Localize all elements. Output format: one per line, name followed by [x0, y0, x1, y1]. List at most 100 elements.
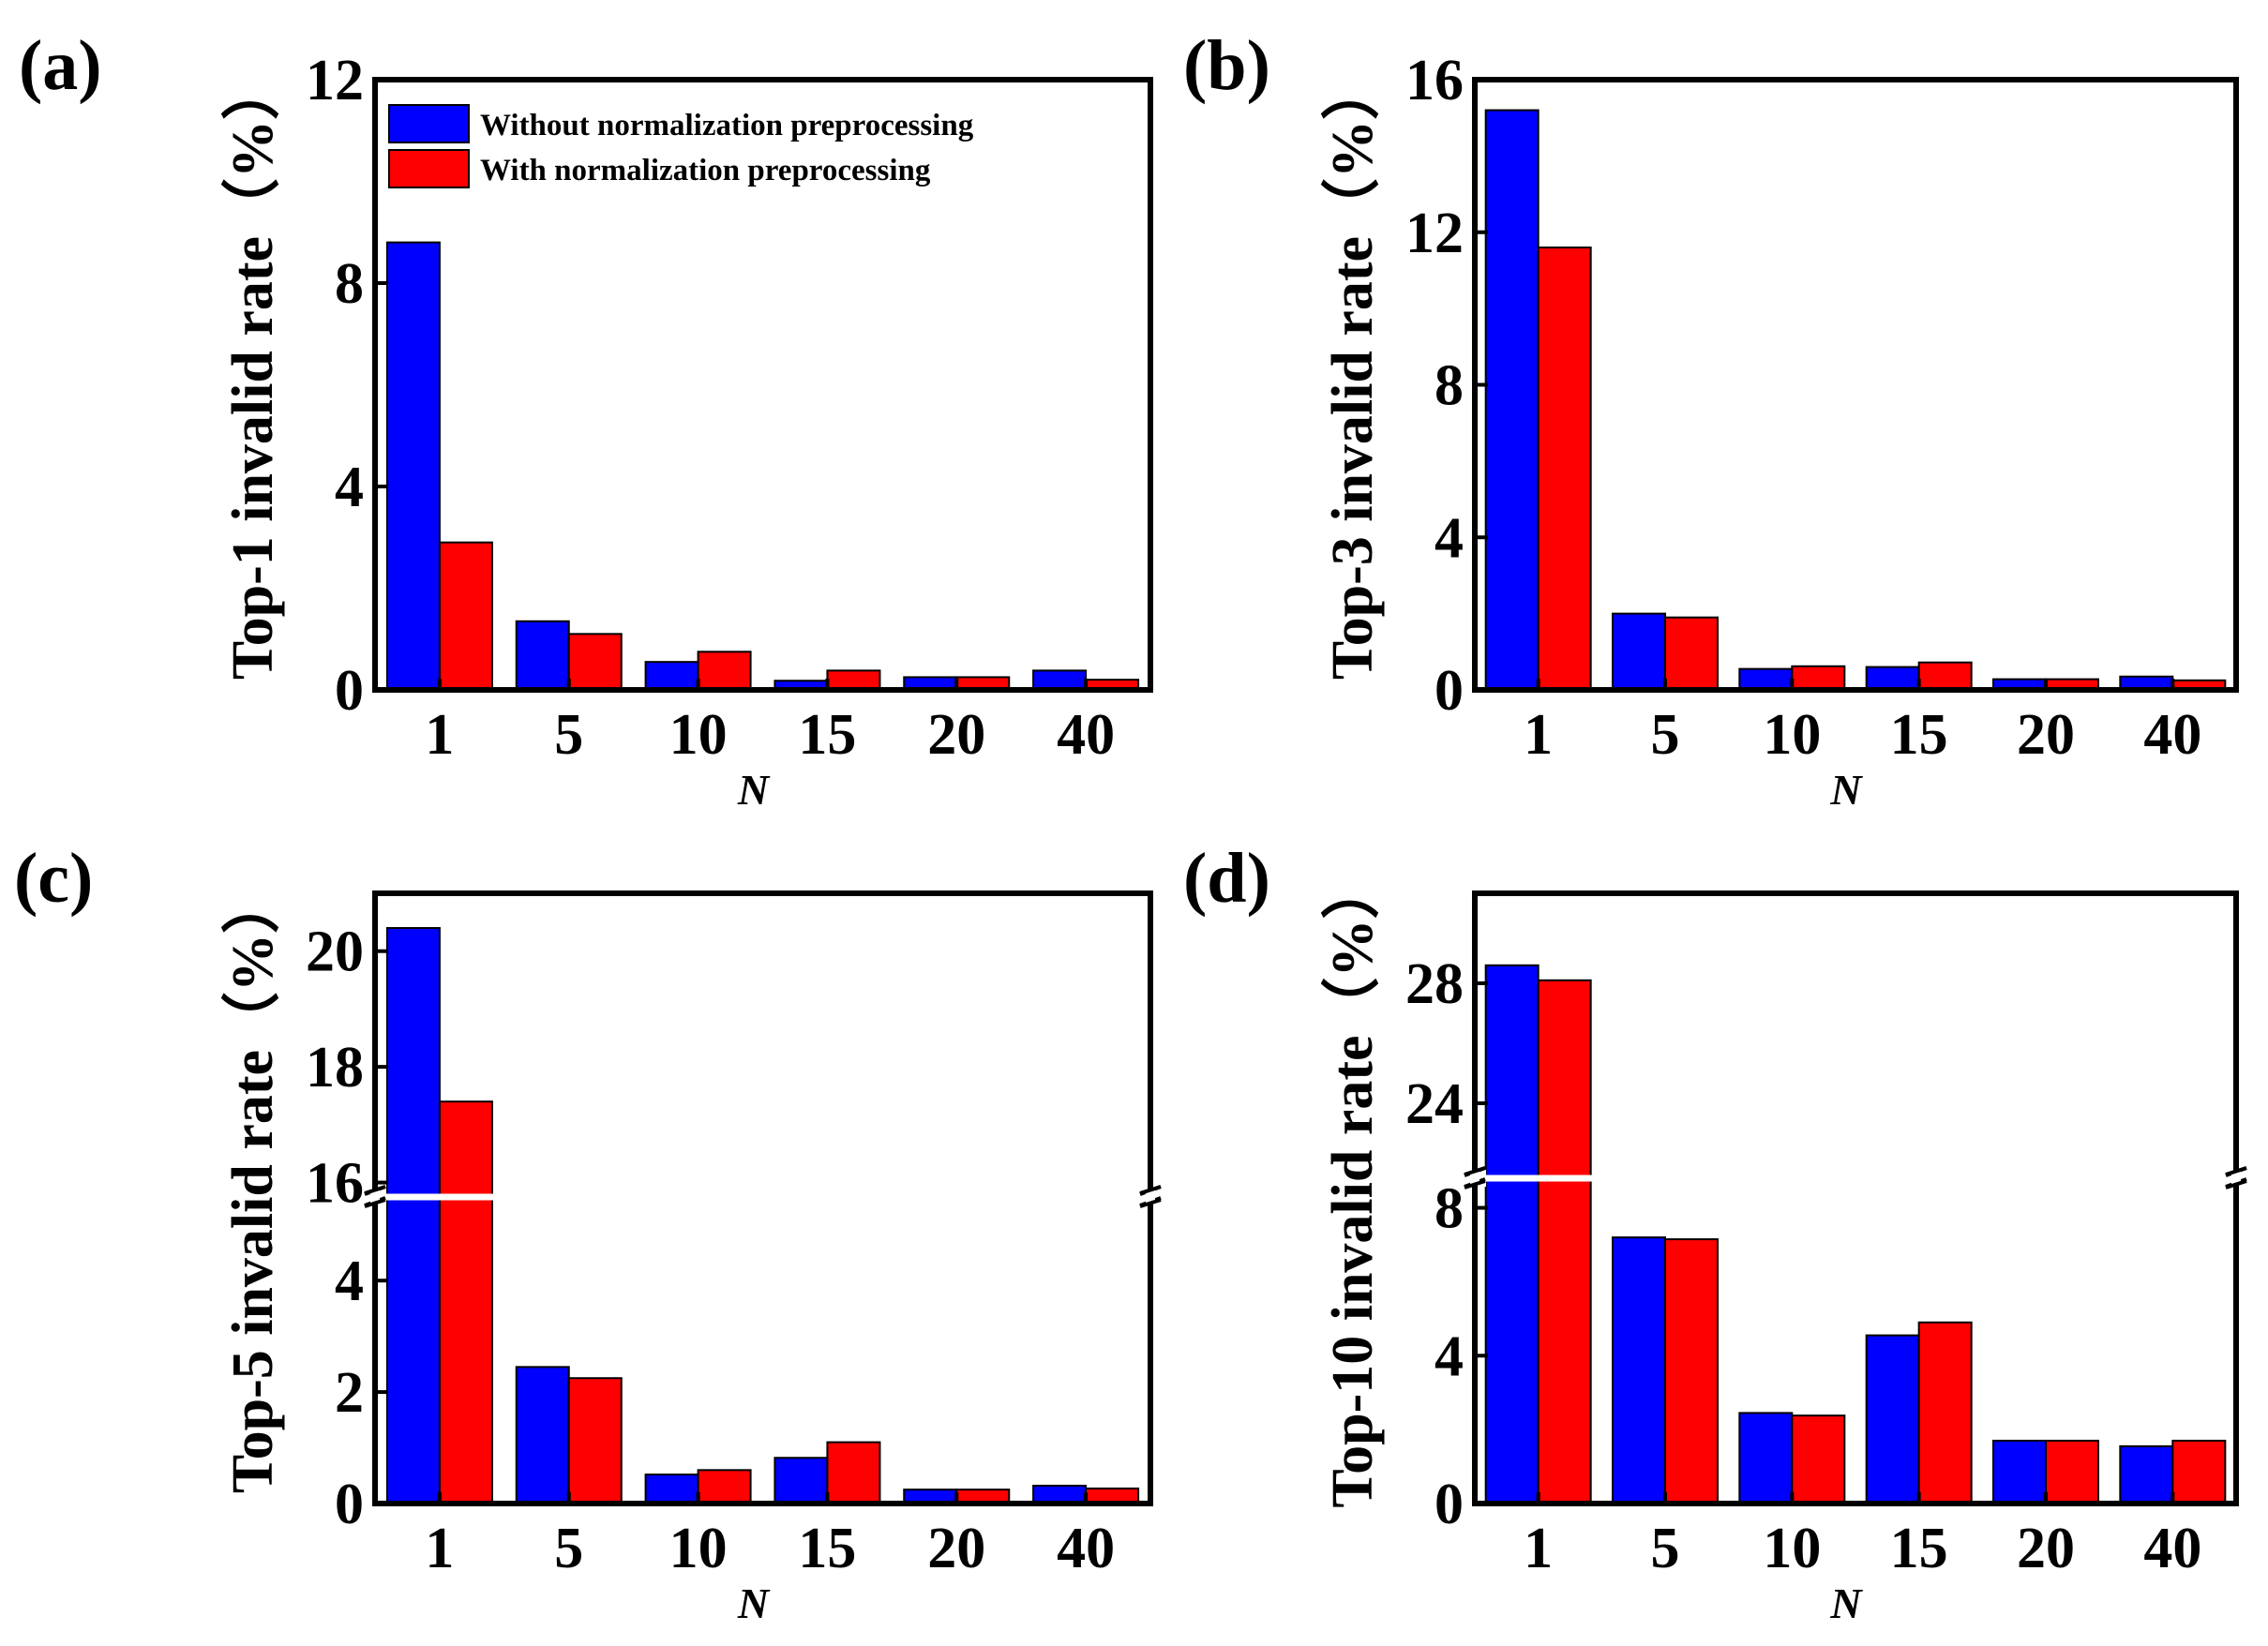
bar: [1484, 964, 1540, 1505]
plot-frame: [1472, 890, 2239, 1506]
x-tick-label: 1: [1524, 1517, 1553, 1580]
x-tick-label: 5: [554, 703, 583, 767]
bar: [567, 1377, 623, 1505]
bar: [1612, 612, 1666, 691]
bar: [1917, 1321, 1973, 1504]
y-axis-label: Top-10 invalid rate（%）: [1319, 860, 1385, 1507]
x-axis-label: N: [737, 766, 771, 814]
x-tick-label: 10: [669, 1517, 728, 1580]
panel-label: (d): [1183, 839, 1270, 918]
bar: [515, 1366, 570, 1504]
x-tick-label: 15: [798, 703, 856, 767]
y-tick-label: 18: [306, 1036, 364, 1100]
bar: [1738, 667, 1794, 692]
bar: [1664, 616, 1719, 691]
x-tick-label: 1: [425, 703, 454, 767]
y-tick-label: 0: [1434, 1473, 1464, 1536]
y-tick-label: 2: [335, 1361, 364, 1425]
x-tick-label: 15: [1890, 703, 1948, 767]
bar: [385, 927, 441, 1504]
y-tick-label: 12: [306, 49, 364, 112]
x-tick-label: 10: [669, 703, 728, 767]
axis-break-slash: [1464, 1166, 1486, 1176]
y-tick-label: 0: [335, 1473, 364, 1536]
axis-break-slash: [1139, 1198, 1162, 1208]
x-tick-label: 10: [1763, 1517, 1821, 1580]
bar: [1865, 1334, 1920, 1504]
bar: [644, 1474, 699, 1504]
axis-break-frame-gap: [1470, 1172, 1479, 1185]
panel-label: (c): [14, 839, 93, 918]
axis-break-slash: [2225, 1166, 2247, 1176]
axis-break-slash: [364, 1185, 386, 1195]
axis-break-frame-gap: [370, 1190, 380, 1204]
bar: [385, 241, 441, 691]
bar: [1664, 1238, 1719, 1504]
x-tick-label: 5: [554, 1517, 583, 1580]
x-tick-label: 15: [798, 1517, 856, 1580]
legend-label: Without normalization preprocessing: [480, 109, 974, 142]
bar: [438, 541, 493, 691]
axis-break-slash: [1139, 1185, 1162, 1195]
x-tick-label: 20: [927, 1517, 985, 1580]
bar: [1484, 109, 1540, 692]
y-tick-label: 8: [335, 252, 364, 316]
bar: [2171, 1439, 2227, 1505]
x-tick-label: 40: [1057, 1517, 1115, 1580]
bar: [1791, 665, 1846, 691]
bar: [438, 1100, 493, 1504]
x-tick-label: 40: [2143, 703, 2201, 767]
bar: [1917, 661, 1973, 692]
y-tick-label: 20: [306, 920, 364, 984]
bar: [2045, 1439, 2099, 1505]
y-tick-label: 4: [335, 1249, 364, 1313]
bar: [1032, 669, 1088, 692]
bar: [515, 620, 570, 692]
y-axis-label: Top-5 invalid rate（%）: [219, 875, 285, 1493]
x-tick-label: 5: [1651, 1517, 1680, 1580]
x-tick-label: 5: [1651, 703, 1680, 767]
bar: [697, 651, 752, 691]
x-tick-label: 20: [2017, 1517, 2075, 1580]
panel-label: (a): [19, 26, 102, 105]
y-tick-label: 8: [1434, 354, 1464, 418]
x-axis-label: N: [1829, 1579, 1863, 1627]
y-axis-label: Top-3 invalid rate（%）: [1319, 62, 1385, 680]
axis-break-frame-gap: [2231, 1172, 2241, 1185]
y-tick-label: 4: [1434, 1324, 1464, 1388]
y-tick-label: 0: [335, 659, 364, 723]
y-tick-label: 4: [335, 456, 364, 519]
bar: [774, 1457, 829, 1505]
bar: [644, 661, 699, 691]
x-axis-label: N: [1829, 766, 1863, 814]
bar: [826, 669, 881, 692]
x-tick-label: 1: [425, 1517, 454, 1580]
bar: [567, 633, 623, 692]
legend-swatch: [388, 149, 470, 188]
x-axis-label: N: [737, 1579, 771, 1627]
axis-break-frame-gap: [1146, 1190, 1155, 1204]
axis-break-slash: [2225, 1179, 2247, 1190]
legend-label: With normalization preprocessing: [480, 154, 931, 187]
bar: [1537, 247, 1592, 691]
y-tick-label: 24: [1405, 1072, 1464, 1136]
axis-break-slash: [1464, 1179, 1486, 1190]
y-axis-label: Top-1 invalid rate（%）: [219, 62, 285, 680]
y-tick-label: 28: [1405, 952, 1464, 1016]
y-tick-label: 16: [1405, 49, 1464, 112]
bar: [1537, 979, 1592, 1505]
bar: [1612, 1236, 1666, 1505]
legend-swatch: [388, 104, 470, 143]
legend: Without normalization preprocessing With …: [388, 104, 974, 188]
x-tick-label: 40: [2143, 1517, 2201, 1580]
x-tick-label: 10: [1763, 703, 1821, 767]
y-tick-label: 0: [1434, 659, 1464, 723]
panel-label: (b): [1183, 26, 1270, 105]
x-tick-label: 20: [927, 703, 985, 767]
